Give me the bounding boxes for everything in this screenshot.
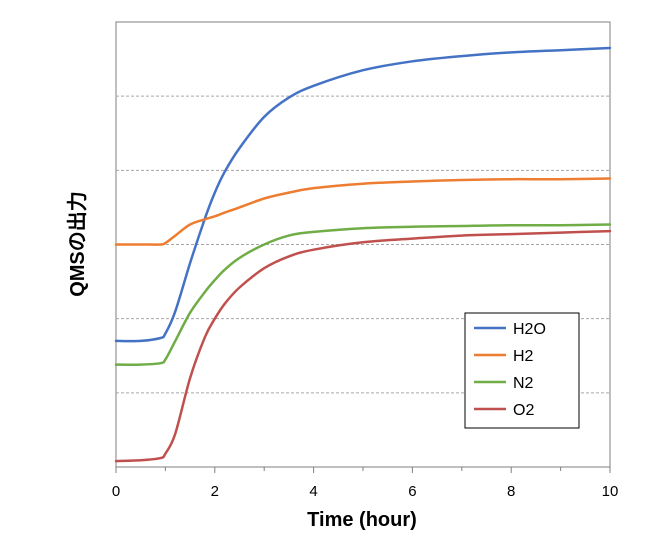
x-tick-label: 0	[112, 483, 120, 500]
legend-label-h2o: H2O	[513, 321, 546, 338]
series-line-h2	[114, 177, 612, 246]
x-tick-label: 10	[602, 483, 619, 500]
series-lines	[114, 46, 612, 463]
legend: H2O H2 N2 O2	[464, 312, 580, 429]
x-axis-ticks	[115, 467, 611, 473]
legend-label-h2: H2	[513, 348, 534, 365]
x-axis-tick-labels: 0 2 4 6 8 10	[112, 483, 619, 500]
x-tick-label: 4	[309, 483, 317, 500]
x-axis-title: Time (hour)	[307, 509, 417, 531]
legend-items: H2O H2 N2 O2	[474, 321, 546, 419]
x-tick-label: 2	[211, 483, 219, 500]
series-line-n2	[114, 223, 612, 366]
y-axis-title: QMSの出力	[66, 191, 89, 297]
legend-label-o2: O2	[513, 402, 534, 419]
series-line-o2	[114, 229, 612, 463]
x-tick-label: 6	[408, 483, 416, 500]
legend-label-n2: N2	[513, 375, 534, 392]
series-line-h2o	[114, 46, 612, 343]
x-tick-label: 8	[507, 483, 515, 500]
